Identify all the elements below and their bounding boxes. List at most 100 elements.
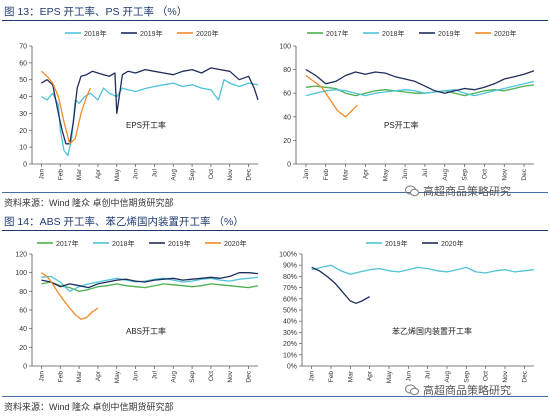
series-line-2 bbox=[305, 69, 535, 94]
x-tick-label: Aug bbox=[170, 371, 177, 383]
x-tick-label: Jul bbox=[151, 168, 158, 177]
chart-inner-title: ABS开工率 bbox=[126, 326, 166, 336]
x-tick-label: Feb bbox=[57, 169, 64, 181]
series-line-1 bbox=[41, 275, 259, 292]
ps-chart: 2017年 2018年 2019年 2020年 0 20 40 60 80 100 Jan Feb Ma… bbox=[279, 29, 535, 181]
figure-13-title: 图 13：EPS 开工率、PS 开工率 （%） bbox=[4, 6, 188, 18]
figure-13-bottom-rule bbox=[2, 192, 548, 193]
y-tick-label: 80% bbox=[283, 274, 297, 281]
y-tick-label: 40 bbox=[19, 326, 27, 333]
series-line-1 bbox=[305, 80, 535, 97]
x-tick-label: Jan bbox=[38, 371, 45, 382]
legend-label-1: 2018年 bbox=[382, 29, 405, 38]
watermark-label: 高超商品策略研究 bbox=[423, 385, 511, 397]
x-tick-label: Nov bbox=[502, 370, 509, 382]
y-tick-label: 80 bbox=[283, 67, 291, 74]
y-tick-label: 10% bbox=[283, 352, 297, 359]
legend-label-0: 2017年 bbox=[326, 29, 349, 38]
y-tick-label: 0 bbox=[23, 364, 27, 371]
abs-chart: 2017年 2018年 2019年 2020年 0 20 40 60 80 100 120 Jan Fe… bbox=[15, 239, 259, 383]
chart-inner-title: 苯乙烯国内装置开工率 bbox=[392, 326, 472, 336]
figure-14-bottom-rule bbox=[2, 396, 548, 397]
wechat-icon bbox=[405, 185, 419, 197]
y-tick-label: 10 bbox=[19, 145, 27, 152]
figure-14-rule bbox=[2, 230, 548, 231]
legend-label-3: 2020年 bbox=[224, 239, 247, 248]
y-tick-label: 50% bbox=[283, 308, 297, 315]
x-tick-label: Mar bbox=[347, 370, 354, 382]
x-tick-label: Feb bbox=[57, 371, 64, 383]
y-tick-label: 100 bbox=[279, 44, 291, 51]
y-tick-label: 40 bbox=[283, 114, 291, 121]
watermark-2: 高超商品策略研究 bbox=[405, 382, 511, 398]
x-tick-label: May bbox=[114, 168, 121, 181]
y-tick-label: 60 bbox=[283, 91, 291, 98]
x-tick-label: May bbox=[114, 370, 121, 383]
y-tick-label: 60% bbox=[283, 296, 297, 303]
x-tick-label: Oct bbox=[208, 371, 215, 381]
y-tick-label: 20 bbox=[19, 345, 27, 352]
y-tick-label: 30% bbox=[283, 330, 297, 337]
y-tick-label: 120 bbox=[15, 252, 27, 259]
x-tick-label: Jan bbox=[303, 169, 310, 180]
series-line-0 bbox=[41, 79, 259, 157]
legend-label-2: 2019年 bbox=[168, 239, 191, 248]
x-tick-label: Mar bbox=[76, 370, 83, 382]
x-tick-label: Jul bbox=[151, 370, 158, 379]
x-tick-label: Jun bbox=[133, 371, 140, 382]
y-tick-label: 0% bbox=[287, 364, 297, 371]
x-tick-label: Aug bbox=[444, 371, 451, 383]
x-tick-label: Feb bbox=[328, 371, 335, 383]
y-tick-label: 20% bbox=[283, 341, 297, 348]
legend-label-1: 2019年 bbox=[140, 29, 163, 38]
y-tick-label: 60 bbox=[19, 308, 27, 315]
x-tick-label: Sep bbox=[462, 169, 469, 181]
legend-label-1: 2018年 bbox=[112, 239, 135, 248]
chart-inner-title: EPS开工率 bbox=[126, 120, 166, 130]
x-tick-label: Apr bbox=[95, 168, 102, 179]
y-tick-label: 70 bbox=[19, 44, 27, 51]
x-tick-label: Dec bbox=[521, 370, 528, 382]
y-tick-label: 0 bbox=[287, 162, 291, 169]
x-tick-label: Jun bbox=[405, 371, 412, 382]
series-line-0 bbox=[41, 281, 259, 292]
legend-label-2: 2019年 bbox=[438, 29, 461, 38]
x-tick-label: Mar bbox=[343, 168, 350, 180]
x-tick-label: Mar bbox=[76, 168, 83, 180]
x-tick-label: Oct bbox=[481, 169, 488, 179]
styrene-chart: 2019年 2020年 0% 10% 20% 30% 40% 50% 60% 70% 80% 90% 1… bbox=[279, 239, 535, 383]
series-line-0 bbox=[311, 264, 535, 275]
wechat-icon bbox=[405, 384, 419, 396]
legend-label-2: 2020年 bbox=[196, 29, 219, 38]
x-tick-label: Nov bbox=[227, 168, 234, 180]
x-tick-label: Feb bbox=[323, 169, 330, 181]
legend-label-1: 2020年 bbox=[441, 239, 464, 248]
y-tick-label: 30 bbox=[19, 111, 27, 118]
x-tick-label: May bbox=[386, 370, 393, 383]
y-tick-label: 0 bbox=[23, 162, 27, 169]
x-tick-label: Nov bbox=[501, 168, 508, 180]
y-tick-label: 50 bbox=[19, 77, 27, 84]
y-tick-label: 100 bbox=[15, 270, 27, 277]
legend-label-3: 2020年 bbox=[494, 29, 517, 38]
x-tick-label: Oct bbox=[483, 371, 490, 381]
y-tick-label: 80 bbox=[19, 289, 27, 296]
series-line-1 bbox=[311, 266, 371, 304]
x-tick-label: Aug bbox=[170, 169, 177, 181]
series-line-2 bbox=[41, 272, 259, 289]
series-line-3 bbox=[41, 272, 99, 320]
series-line-3 bbox=[305, 74, 358, 118]
x-tick-label: Dec bbox=[246, 370, 253, 382]
x-tick-label: Oct bbox=[208, 169, 215, 179]
series-line-2 bbox=[40, 70, 91, 145]
x-tick-label: Sep bbox=[189, 169, 196, 181]
watermark-label: 高超商品策略研究 bbox=[423, 186, 511, 198]
x-tick-label: Apr bbox=[95, 370, 102, 381]
x-tick-label: Jun bbox=[402, 169, 409, 180]
x-tick-label: Sep bbox=[189, 371, 196, 383]
figure-14-title: 图 14：ABS 开工率、苯乙烯国内装置开工率 （%） bbox=[4, 216, 244, 228]
x-tick-label: Apr bbox=[367, 370, 374, 381]
x-tick-label: Nov bbox=[227, 370, 234, 382]
series-line-1 bbox=[41, 67, 259, 145]
y-tick-label: 20 bbox=[283, 138, 291, 145]
